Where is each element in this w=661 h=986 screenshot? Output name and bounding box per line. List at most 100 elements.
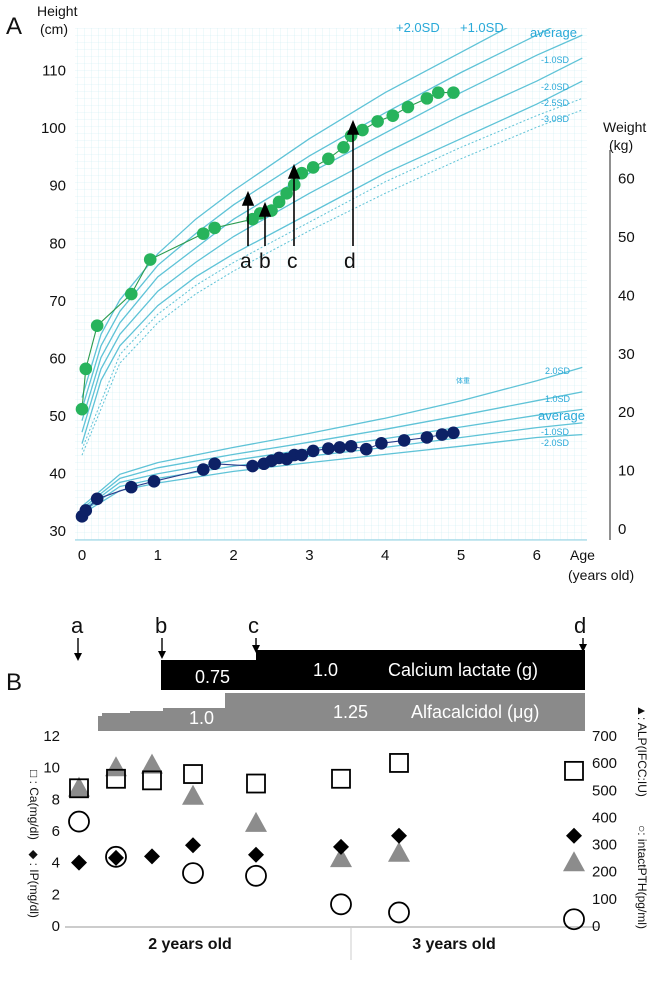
height-curve-label-plus1sd: +1.0SD — [460, 20, 504, 35]
event-label-b: b — [259, 250, 271, 273]
height-axis-title-line2: (cm) — [40, 21, 68, 37]
height-point — [356, 123, 369, 137]
pth-marker — [563, 908, 585, 931]
timeline-label-d: d — [574, 613, 586, 638]
age-tick-labels: 0 1 2 3 4 5 6 — [78, 547, 541, 564]
alp-marker — [245, 811, 267, 832]
arrow-b-head — [258, 201, 272, 217]
weight-point — [246, 459, 259, 473]
height-tick-80: 80 — [49, 235, 66, 252]
height-curve-label-minus2sd: -2.0SD — [541, 82, 570, 92]
calcium-lactate-label: Calcium lactate (g) — [388, 660, 538, 680]
weight-tick-10: 10 — [618, 463, 635, 480]
timeline-label-c: c — [248, 613, 259, 638]
age-tick-6: 6 — [533, 547, 541, 564]
age-axis-title-line2: (years old) — [568, 567, 634, 583]
weight-curve-label-minus1sd: -1.0SD — [541, 427, 570, 437]
height-tick-110: 110 — [42, 63, 66, 80]
height-ref-curve-2 — [81, 34, 583, 421]
lab-right-tick-0: 0 — [592, 918, 600, 935]
right-axis-label-alp: ▲: ALP(IFCC:IU) — [635, 705, 649, 797]
alfacalcidol-dose-10: 1.0 — [189, 708, 214, 728]
lab-right-tick-100: 100 — [592, 891, 617, 908]
ip-marker — [333, 838, 349, 855]
height-point — [322, 152, 335, 166]
weight-tick-labels: 0 10 20 30 40 50 60 — [618, 171, 635, 538]
lab-left-tick-6: 6 — [52, 823, 60, 840]
height-point — [420, 92, 434, 105]
lab-left-tick-4: 4 — [52, 855, 60, 872]
height-point — [75, 402, 89, 416]
lab-markers — [68, 753, 585, 931]
height-point — [337, 140, 350, 154]
age-tick-3: 3 — [305, 547, 313, 564]
height-point — [431, 86, 445, 99]
weight-point — [322, 442, 335, 455]
weight-tick-50: 50 — [618, 229, 635, 246]
height-curve-label-plus2sd: +2.0SD — [396, 20, 440, 35]
age-tick-4: 4 — [381, 547, 389, 564]
height-point — [371, 115, 384, 128]
height-ref-curve-1 — [81, 28, 553, 410]
height-point — [196, 227, 210, 240]
lab-left-tick-2: 2 — [52, 886, 60, 903]
panel-b-label: B — [6, 669, 22, 696]
height-tick-50: 50 — [49, 408, 66, 425]
age-tick-2: 2 — [229, 547, 237, 564]
height-point — [386, 109, 400, 122]
height-point — [280, 187, 293, 200]
right-axis-label-pth: ○: intactPTH(pg/ml) — [635, 825, 649, 929]
arrow-a-head — [241, 190, 255, 206]
weight-series — [75, 426, 460, 523]
height-ref-curve-0 — [81, 28, 509, 398]
weight-point — [196, 463, 210, 476]
weight-tick-0: 0 — [618, 521, 626, 538]
weight-point — [208, 457, 221, 471]
height-point — [124, 287, 138, 301]
ca-marker — [246, 773, 266, 794]
alp-marker — [68, 776, 90, 797]
weight-point — [147, 474, 161, 488]
height-curve-label-minus3sd: -3.0SD — [541, 114, 570, 124]
left-axis-label-ca: □ : Ca(mg/dl) — [27, 770, 41, 840]
ca-marker — [564, 760, 584, 781]
x-group-3-years: 3 years old — [412, 936, 496, 953]
height-tick-60: 60 — [49, 350, 66, 367]
timeline-arrowhead-a — [74, 653, 82, 661]
timeline-label-b: b — [155, 613, 167, 638]
height-axis-title-line1: Height — [37, 3, 78, 19]
age-tick-5: 5 — [457, 547, 465, 564]
panel-b: B a b c d 0.75 1.0 Calcium lactate (g) 1… — [6, 613, 649, 960]
weight-tick-30: 30 — [618, 346, 635, 363]
event-arrows-a — [241, 119, 360, 246]
lab-left-tick-0: 0 — [52, 918, 60, 935]
height-ref-curve-6 — [81, 109, 583, 456]
timeline-arrowhead-d — [579, 644, 587, 652]
lab-left-tick-12: 12 — [43, 728, 60, 745]
weight-point — [447, 426, 460, 440]
height-tick-30: 30 — [49, 523, 66, 540]
alp-marker — [330, 847, 352, 868]
height-point — [90, 319, 104, 332]
alp-marker — [563, 851, 585, 872]
lab-right-tick-300: 300 — [592, 837, 617, 854]
age-axis-title-line1: Age — [570, 547, 595, 563]
pth-marker — [388, 901, 410, 924]
weight-curve-label-weight: 体重 — [456, 376, 470, 385]
timeline-arrowhead-b — [158, 651, 166, 659]
alfacalcidol-dose-125: 1.25 — [333, 702, 368, 722]
weight-point — [306, 444, 320, 458]
alp-marker — [105, 756, 127, 777]
pth-marker — [245, 864, 267, 887]
weight-point — [295, 448, 309, 462]
calcium-dose-10: 1.0 — [313, 660, 338, 680]
arrow-c-head — [287, 163, 301, 179]
height-tick-40: 40 — [49, 465, 66, 482]
ca-marker — [106, 768, 126, 789]
height-point — [208, 221, 221, 235]
lab-right-tick-500: 500 — [592, 782, 617, 799]
ip-marker — [71, 854, 87, 871]
weight-axis-title-line1: Weight — [603, 119, 646, 135]
lab-left-tick-8: 8 — [52, 791, 60, 808]
